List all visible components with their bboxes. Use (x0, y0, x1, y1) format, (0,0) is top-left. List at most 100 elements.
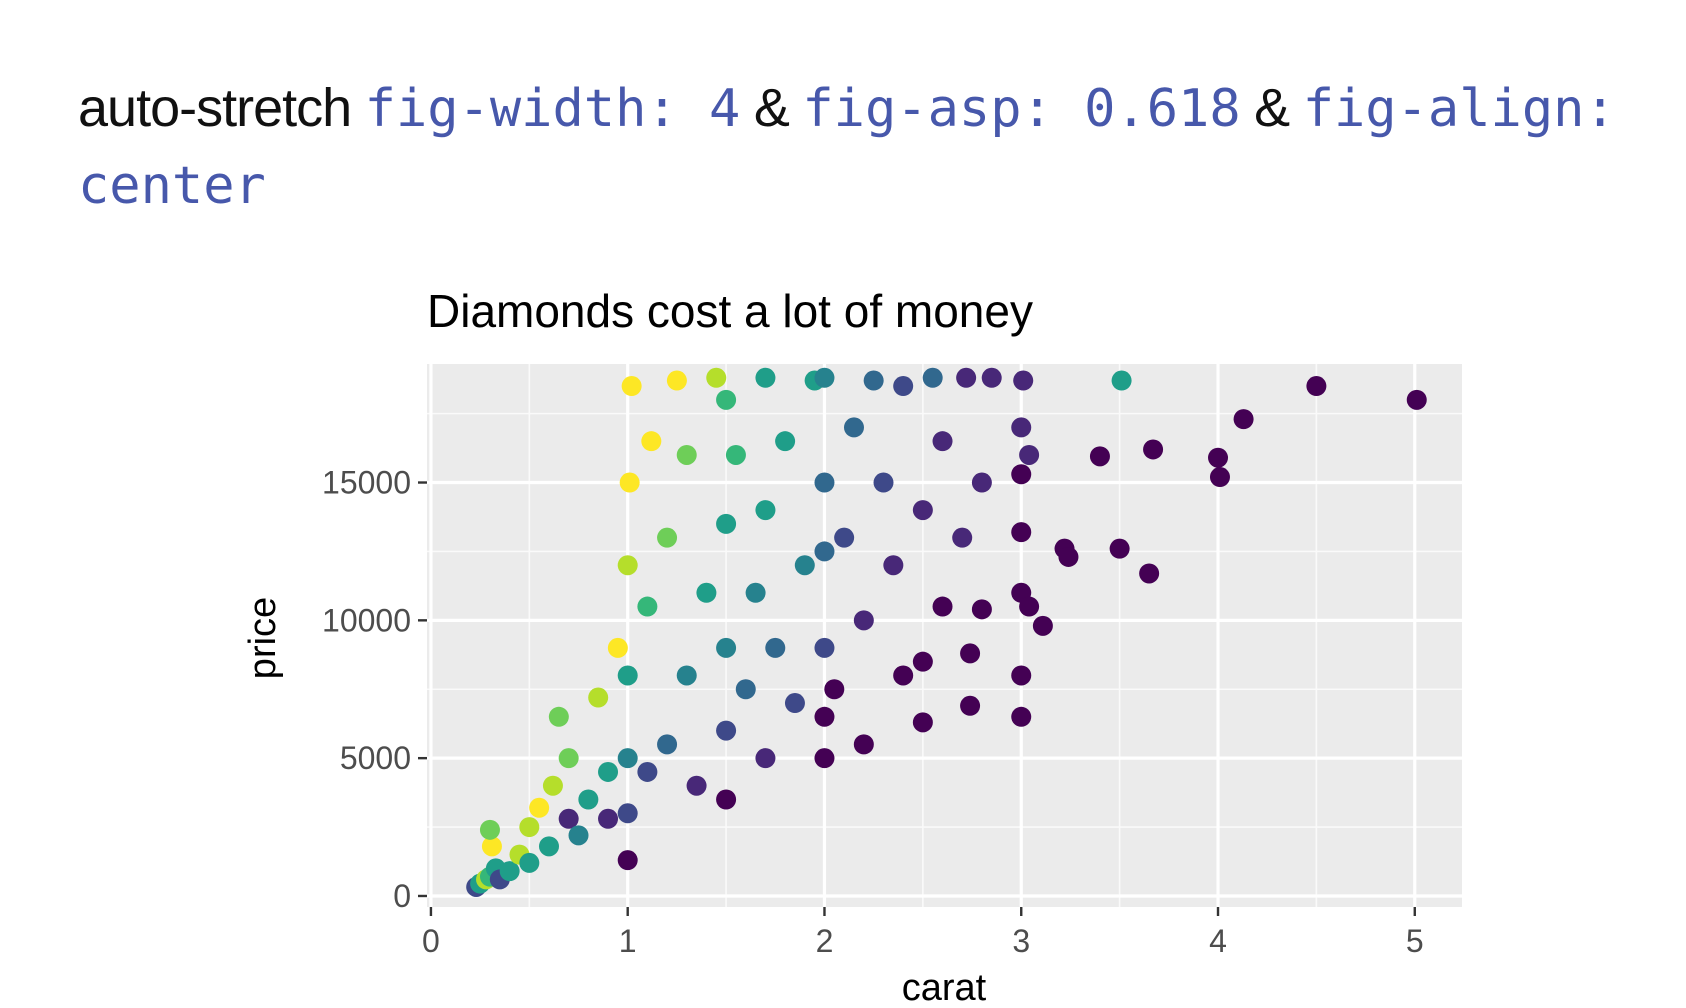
x-tick-label: 2 (816, 923, 834, 959)
axes: 0 1 2 3 4 5 0 5000 10000 15000 (322, 465, 1424, 959)
data-points (466, 367, 1427, 897)
scatter-point (657, 527, 678, 548)
scatter-point (529, 797, 550, 818)
scatter-point (1019, 596, 1040, 617)
scatter-point (637, 596, 658, 617)
chart-title: Diamonds cost a lot of money (427, 285, 1033, 337)
scatter-point (843, 417, 864, 438)
scatter-point (686, 775, 707, 796)
scatter-point (1233, 409, 1254, 430)
x-tick-label: 0 (422, 923, 440, 959)
scatter-point (1058, 546, 1079, 567)
scatter-point (1011, 464, 1032, 485)
scatter-point (657, 734, 678, 755)
scatter-point (1011, 665, 1032, 686)
scatter-point (1089, 446, 1110, 467)
scatter-point (893, 665, 914, 686)
scatter-point (479, 819, 500, 840)
scatter-point (619, 472, 640, 493)
scatter-point (1111, 370, 1132, 391)
scatter-point (716, 720, 737, 741)
scatter-point (519, 817, 540, 838)
scatter-point (784, 693, 805, 714)
code-fig-width: fig-width: 4 (364, 79, 741, 139)
scatter-point (765, 637, 786, 658)
scatter-point (617, 748, 638, 769)
scatter-point (1208, 447, 1229, 468)
scatter-point (863, 370, 884, 391)
scatter-point (814, 637, 835, 658)
scatter-point (755, 748, 776, 769)
scatter-point (499, 861, 520, 882)
scatter-point (481, 836, 502, 857)
heading-separator: & (1254, 78, 1290, 138)
scatter-point (971, 472, 992, 493)
scatter-point (814, 706, 835, 727)
scatter-point (637, 761, 658, 782)
scatter-point (745, 582, 766, 603)
y-tick-label: 0 (393, 878, 411, 914)
scatter-point (725, 444, 746, 465)
scatter-point (696, 582, 717, 603)
scatter-point (824, 679, 845, 700)
scatter-point (912, 500, 933, 521)
scatter-point (960, 643, 981, 664)
x-axis-label: carat (902, 967, 987, 1008)
scatter-point (853, 610, 874, 631)
code-fig-asp: fig-asp: 0.618 (802, 79, 1241, 139)
scatter-point (716, 789, 737, 810)
scatter-point (1032, 615, 1053, 636)
scatter-point (775, 431, 796, 452)
scatter-point (922, 367, 943, 388)
scatter-point (568, 825, 589, 846)
scatter-point (1139, 563, 1160, 584)
x-tick-label: 4 (1209, 923, 1227, 959)
scatter-point (676, 444, 697, 465)
scatter-point (814, 748, 835, 769)
y-tick-label: 10000 (322, 602, 411, 638)
scatter-point (932, 596, 953, 617)
scatter-point (548, 706, 569, 727)
scatter-point (558, 748, 579, 769)
scatter-point (598, 761, 619, 782)
scatter-point (558, 808, 579, 829)
scatter-point (666, 370, 687, 391)
scatter-point (794, 555, 815, 576)
grid-major (427, 364, 1462, 907)
scatter-point (716, 513, 737, 534)
scatter-point (932, 431, 953, 452)
x-tick-label: 3 (1012, 923, 1030, 959)
scatter-point (814, 367, 835, 388)
scatter-point (755, 500, 776, 521)
y-axis-label: price (242, 597, 284, 679)
scatter-point (1011, 706, 1032, 727)
scatter-point (1011, 522, 1032, 543)
scatter-point (1109, 538, 1130, 559)
scatter-point (1019, 444, 1040, 465)
scatter-point (716, 389, 737, 410)
scatter-point (883, 555, 904, 576)
scatter-point (814, 472, 835, 493)
scatter-point (755, 367, 776, 388)
scatter-point (956, 367, 977, 388)
scatter-point (607, 637, 628, 658)
scatter-point (542, 775, 563, 796)
scatter-point (912, 651, 933, 672)
scatter-point (912, 712, 933, 733)
scatter-point (621, 376, 642, 397)
scatter-point (971, 599, 992, 620)
scatter-point (519, 852, 540, 873)
scatter-point (716, 637, 737, 658)
scatter-point (1406, 389, 1427, 410)
scatter-point (617, 665, 638, 686)
scatter-point (735, 679, 756, 700)
y-tick-label: 5000 (340, 740, 411, 776)
scatter-point (1013, 370, 1034, 391)
scatter-point (893, 376, 914, 397)
scatter-point (598, 808, 619, 829)
scatter-point (617, 850, 638, 871)
scatter-point (578, 789, 599, 810)
scatter-point (1143, 439, 1164, 460)
scatter-point (617, 803, 638, 824)
